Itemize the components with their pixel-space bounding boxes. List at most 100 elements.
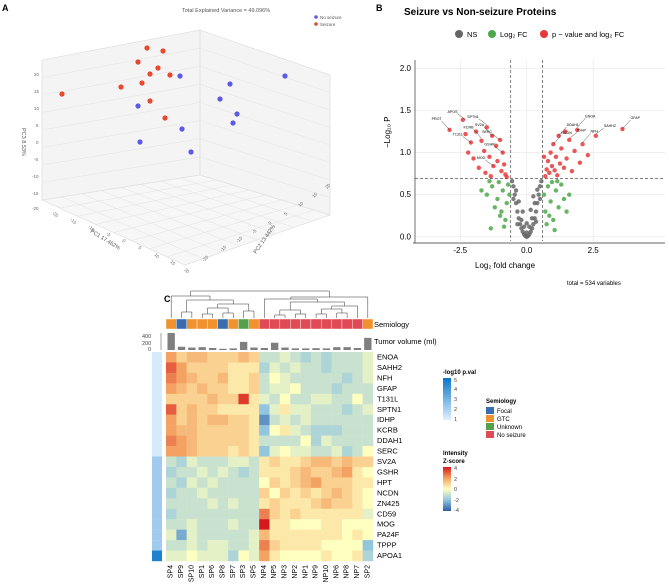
volcano-point-significant bbox=[553, 154, 559, 160]
heatmap-cell bbox=[197, 404, 208, 415]
heatmap-cell bbox=[331, 477, 343, 489]
tumor-volume-bars bbox=[167, 333, 372, 350]
heatmap-cell bbox=[279, 404, 291, 415]
heatmap-cell bbox=[321, 435, 332, 447]
pca-y-tick: -15 bbox=[219, 244, 227, 252]
volcano-x-tick-label: -2.5 bbox=[453, 246, 467, 255]
volcano-point-ns bbox=[521, 224, 527, 229]
volcano-point-ns bbox=[533, 219, 539, 224]
tumor-axis-tick: 400 bbox=[142, 334, 151, 340]
heatmap-cell bbox=[248, 435, 260, 447]
heatmap-cell bbox=[279, 425, 291, 436]
heatmap-cell bbox=[341, 540, 353, 551]
heatmap-cell bbox=[321, 466, 332, 478]
heatmap-cell bbox=[197, 466, 208, 478]
volcano-point-significant bbox=[569, 168, 575, 174]
heatmap-cell bbox=[341, 383, 353, 394]
pca-gridline bbox=[199, 84, 331, 128]
heatmap-cell bbox=[352, 393, 363, 405]
heatmap-cell bbox=[259, 362, 270, 374]
pca-gridline bbox=[41, 120, 201, 148]
heatmap-cell bbox=[300, 540, 312, 551]
heatmap-cell bbox=[166, 404, 177, 415]
volcano-point-significant bbox=[481, 148, 487, 154]
pca-legend-no-seizure-swatch bbox=[314, 15, 318, 19]
volcano-point-significant bbox=[561, 165, 567, 170]
heatmap-cell bbox=[217, 508, 229, 520]
heatmap-cell bbox=[300, 477, 312, 489]
heatmap-cell bbox=[259, 393, 270, 405]
pca-gridline bbox=[41, 47, 201, 78]
volcano-point-label: SV2A bbox=[475, 123, 485, 127]
heatmap-column-label: SP5 bbox=[251, 565, 258, 578]
pca-legend-no-seizure: No seizure bbox=[320, 15, 342, 20]
pca-point-seizure bbox=[155, 65, 161, 71]
heatmap-cell bbox=[176, 425, 187, 436]
pca-point-seizure bbox=[118, 84, 124, 90]
volcano-point-significant bbox=[564, 156, 569, 161]
heatmap-cell bbox=[228, 456, 239, 468]
heatmap-cell bbox=[290, 529, 301, 541]
heatmap-cell bbox=[279, 477, 291, 489]
tumor-axis-tick: 0 bbox=[148, 347, 151, 353]
volcano-point-significant bbox=[541, 154, 547, 160]
heatmap-cell bbox=[310, 519, 322, 530]
volcano-point-fc bbox=[488, 226, 493, 231]
volcano-label-connector bbox=[473, 129, 482, 139]
heatmap-cell bbox=[290, 540, 301, 551]
heatmap-cell bbox=[186, 487, 198, 499]
heatmap-cell bbox=[362, 383, 374, 394]
heatmap-column-label: SP9 bbox=[178, 565, 185, 578]
heatmap-cell bbox=[248, 372, 260, 384]
volcano-point-significant bbox=[548, 150, 553, 155]
heatmap-cell bbox=[238, 435, 249, 447]
volcano-point-fc bbox=[497, 213, 503, 218]
heatmap-cell bbox=[228, 487, 239, 499]
heatmap-cell bbox=[321, 425, 332, 436]
volcano-point-label: SPTN1 bbox=[467, 115, 479, 119]
heatmap-cell bbox=[176, 404, 187, 415]
heatmap-cell bbox=[310, 477, 322, 489]
pca-point-seizure bbox=[160, 48, 166, 54]
pca-gridline bbox=[199, 156, 331, 198]
volcano-point-significant bbox=[463, 131, 468, 137]
tumor-volume-label: Tumor volume (ml) bbox=[374, 337, 437, 346]
heatmap-cell bbox=[352, 456, 363, 468]
volcano-point-significant bbox=[559, 146, 564, 151]
heatmap-column-label: NP6 bbox=[333, 565, 340, 579]
heatmap-cell bbox=[331, 519, 343, 530]
semiology-cell bbox=[258, 318, 270, 330]
pca-axis-pc3: PC3 8.53% bbox=[20, 128, 26, 156]
heatmap-cell bbox=[176, 498, 187, 509]
volcano-point-ns bbox=[511, 184, 516, 189]
pca-point-no-seizure bbox=[282, 73, 288, 79]
heatmap-cell bbox=[197, 383, 208, 394]
heatmap-cell bbox=[362, 487, 374, 499]
heatmap-cell bbox=[300, 425, 312, 436]
heatmap-column-label: NP2 bbox=[292, 565, 299, 579]
volcano-point-significant bbox=[479, 138, 484, 144]
heatmap-cell bbox=[362, 425, 374, 436]
tumor-volume-bar bbox=[353, 347, 362, 350]
volcano-point-significant bbox=[585, 152, 591, 158]
heatmap-cell bbox=[207, 352, 218, 363]
tumor-axis-tick: 200 bbox=[142, 341, 151, 347]
heatmap-cell bbox=[269, 435, 281, 447]
heatmap-cell bbox=[176, 362, 187, 374]
heatmap-cell bbox=[321, 446, 332, 457]
semiology-cell bbox=[352, 318, 363, 330]
heatmap-cell bbox=[166, 498, 177, 509]
volcano-label-connector bbox=[457, 113, 466, 120]
volcano-point-fc bbox=[495, 196, 500, 202]
heatmap-cell bbox=[362, 446, 374, 457]
volcano-point-significant bbox=[484, 125, 490, 130]
heatmap-cell bbox=[207, 540, 218, 551]
heatmap-cell bbox=[166, 362, 177, 374]
heatmap-cell bbox=[269, 404, 281, 415]
pvalue-cell bbox=[152, 540, 162, 551]
heatmap-row-label: SPTN1 bbox=[377, 405, 401, 414]
heatmap-row-label: APOA1 bbox=[377, 551, 402, 560]
heatmap-cell bbox=[341, 414, 353, 426]
pval-legend-tick: 3 bbox=[454, 397, 457, 403]
heatmap-cell bbox=[310, 435, 322, 447]
